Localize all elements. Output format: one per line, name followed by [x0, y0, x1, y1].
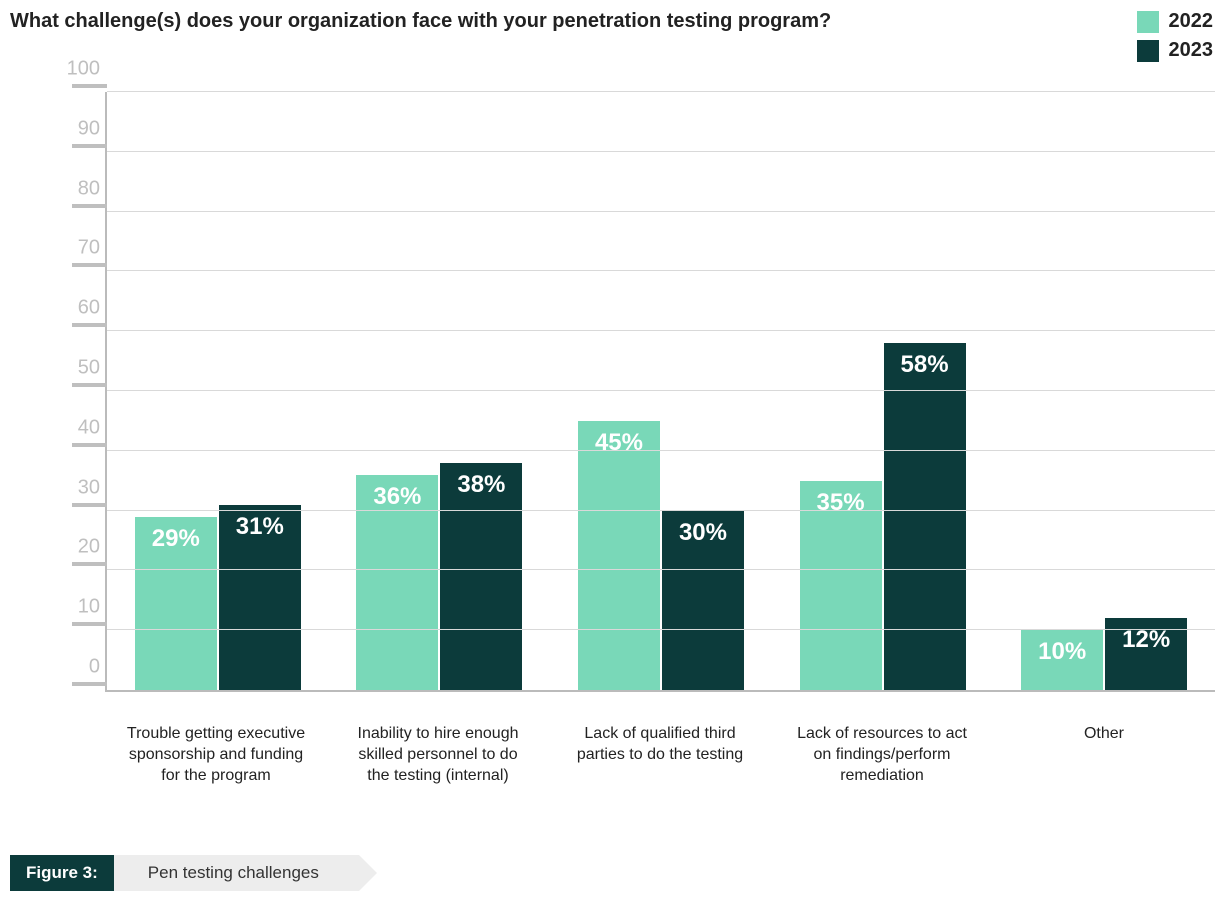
bar-value-label: 30% — [679, 511, 727, 547]
y-tick-label: 90 — [52, 117, 100, 140]
grid-line — [107, 510, 1215, 511]
bar-group: 36% 38% — [329, 92, 551, 690]
grid-line — [107, 569, 1215, 570]
figure-caption: Figure 3: Pen testing challenges — [10, 855, 359, 891]
bar-2022: 36% — [356, 475, 438, 690]
grid-line — [107, 450, 1215, 451]
x-axis-label: Lack of qualified third parties to do th… — [549, 712, 771, 786]
bar-2022: 10% — [1021, 630, 1103, 690]
y-tick-mark — [72, 204, 107, 208]
bar-2022: 29% — [135, 517, 217, 690]
plot-area: 29%31%36%38%45%30%35%58%10%12% 010203040… — [105, 92, 1215, 692]
bar-value-label: 10% — [1038, 630, 1086, 666]
y-tick-label: 100 — [52, 58, 100, 81]
bar-2023: 58% — [884, 343, 966, 690]
legend-swatch-2023 — [1137, 40, 1159, 62]
chart-title: What challenge(s) does your organization… — [10, 10, 831, 33]
bar-value-label: 36% — [373, 475, 421, 511]
y-tick-label: 40 — [52, 416, 100, 439]
legend-swatch-2022 — [1137, 11, 1159, 33]
y-tick-mark — [72, 84, 107, 88]
bar-2022: 35% — [800, 481, 882, 690]
y-tick-label: 20 — [52, 536, 100, 559]
grid-line — [107, 151, 1215, 152]
y-tick-label: 0 — [52, 656, 100, 679]
y-tick-mark — [72, 503, 107, 507]
x-axis-label: Lack of resources to act on findings/per… — [771, 712, 993, 786]
bar-group: 29% 31% — [107, 92, 329, 690]
grid-line — [107, 270, 1215, 271]
bar-2023: 30% — [662, 511, 744, 690]
bar-groups: 29% 31% 36% 38% 45% 30% 35% 58% 10% 12% — [107, 92, 1215, 690]
legend-label-2022: 2022 — [1169, 10, 1214, 33]
y-tick-label: 80 — [52, 177, 100, 200]
bar-2023: 38% — [440, 463, 522, 690]
figure-number: Figure 3: — [10, 855, 114, 891]
y-tick-mark — [72, 622, 107, 626]
y-tick-mark — [72, 562, 107, 566]
y-tick-label: 10 — [52, 596, 100, 619]
bar-group: 10% 12% — [993, 92, 1215, 690]
bar-value-label: 58% — [901, 343, 949, 379]
x-axis-label: Inability to hire enough skilled personn… — [327, 712, 549, 786]
legend-item-2022: 2022 — [1137, 10, 1214, 33]
y-tick-mark — [72, 144, 107, 148]
bar-group: 45% 30% — [550, 92, 772, 690]
bar-value-label: 29% — [152, 517, 200, 553]
grid-line — [107, 390, 1215, 391]
y-tick-mark — [72, 323, 107, 327]
grid-line — [107, 91, 1215, 92]
y-tick-label: 50 — [52, 357, 100, 380]
chart: 29% 31% 36% 38% 45% 30% 35% 58% 10% 12% 0 10 20 30 40… — [50, 92, 1215, 712]
y-tick-mark — [72, 263, 107, 267]
y-tick-mark — [72, 682, 107, 686]
bar-2022: 45% — [578, 421, 660, 690]
x-axis-label: Other — [993, 712, 1215, 786]
legend: 2022 2023 — [1137, 10, 1214, 62]
y-tick-label: 70 — [52, 237, 100, 260]
bar-group: 35% 58% — [772, 92, 994, 690]
legend-label-2023: 2023 — [1169, 39, 1214, 62]
bar-2023: 31% — [219, 505, 301, 690]
y-tick-label: 30 — [52, 476, 100, 499]
bar-value-label: 38% — [457, 463, 505, 499]
grid-line — [107, 629, 1215, 630]
x-axis-labels: Trouble getting executive sponsorship an… — [105, 712, 1215, 786]
grid-line — [107, 211, 1215, 212]
x-axis-label: Trouble getting executive sponsorship an… — [105, 712, 327, 786]
bar-value-label: 12% — [1122, 618, 1170, 654]
y-tick-mark — [72, 383, 107, 387]
figure-title: Pen testing challenges — [114, 855, 359, 891]
bar-value-label: 35% — [817, 481, 865, 517]
y-tick-mark — [72, 443, 107, 447]
bar-value-label: 45% — [595, 421, 643, 457]
legend-item-2023: 2023 — [1137, 39, 1214, 62]
grid-line — [107, 330, 1215, 331]
y-tick-label: 60 — [52, 297, 100, 320]
